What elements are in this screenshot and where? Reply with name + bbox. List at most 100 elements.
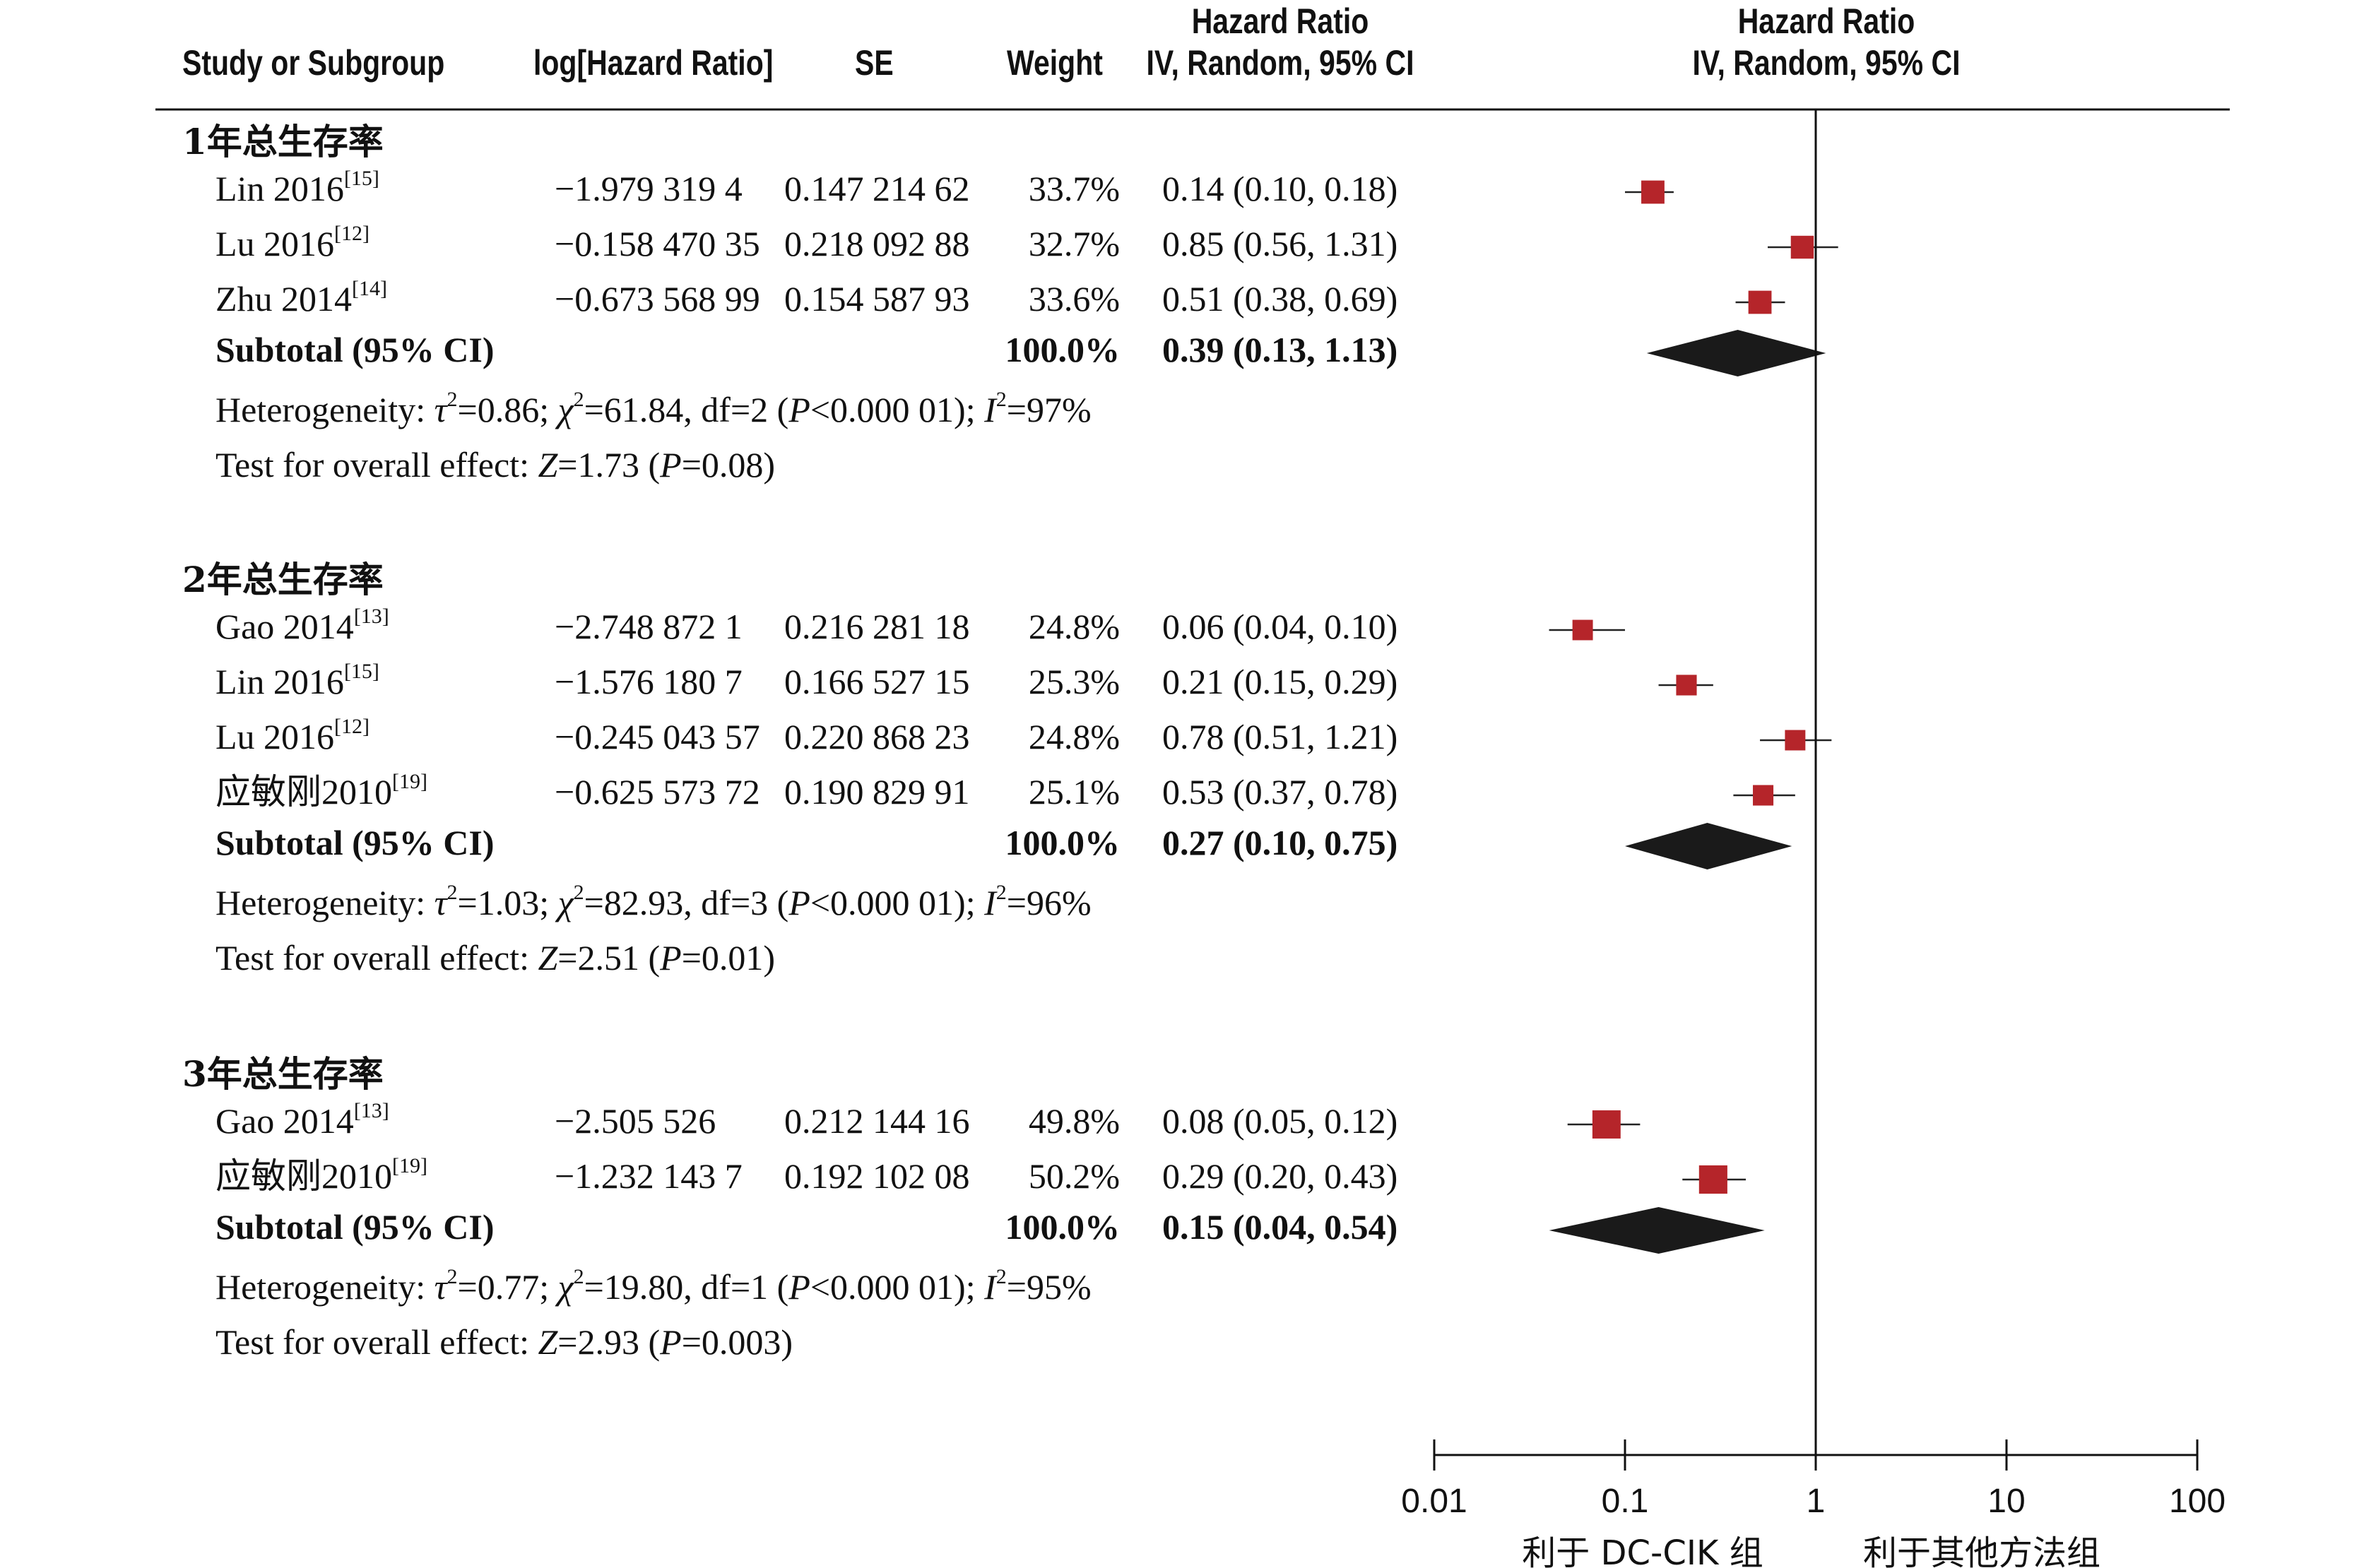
study-label: 应敏刚2010 [215,1156,392,1196]
study-point-marker [1592,1110,1621,1139]
i-sup: 2 [995,1265,1007,1288]
header-plot-line1: Hazard Ratio [1737,1,1915,41]
i2-value: =97% [1006,390,1092,429]
study-name: Lu 2016[12] [215,223,370,263]
het-prefix: Heterogeneity: [215,883,435,922]
tau-sup: 2 [447,388,458,411]
study-label: Gao 2014 [215,1101,354,1141]
log-hr-value: −1.232 143 7 [555,1156,743,1196]
hr-ci-value: 0.14 (0.10, 0.18) [1162,169,1398,208]
study-point-marker [1641,180,1665,204]
weight-value: 32.7% [1028,224,1120,263]
heterogeneity-text: Heterogeneity: τ2=0.86; χ2=61.84, df=2 (… [215,389,1092,429]
p-symbol: P [660,445,682,485]
tau2-value: =1.03; [457,883,558,922]
header-hr-line1: Hazard Ratio [1191,1,1369,41]
x-tick-label: 100 [2168,1483,2226,1520]
weight-value: 33.6% [1028,279,1120,319]
study-name: Lu 2016[12] [215,716,370,755]
chi-symbol: χ [557,1267,574,1307]
study-label: 应敏刚2010 [215,772,392,812]
p-symbol: P [788,883,810,922]
log-hr-value: −2.505 526 [555,1101,716,1141]
z-symbol: Z [538,1322,558,1362]
study-name: Lin 2016[15] [215,168,379,207]
study-ref: [15] [343,660,379,683]
tau-sup: 2 [447,881,458,904]
subtotal-ci: 0.39 (0.13, 1.13) [1162,330,1398,369]
x-tick-label: 0.01 [1401,1483,1467,1520]
favours-right-label: 利于其他方法组 [1862,1533,2101,1568]
study-point-marker [1785,730,1806,751]
study-label: Lu 2016 [215,224,335,263]
chi-symbol: χ [557,883,574,922]
study-label: Lin 2016 [215,662,344,701]
het-p-value: <0.000 01); [810,1267,985,1307]
header-study: Study or Subgroup [182,43,445,83]
se-value: 0.212 144 16 [784,1101,970,1141]
study-name: 应敏刚2010[19] [215,771,427,812]
log-hr-value: −0.673 568 99 [555,279,760,319]
weight-value: 24.8% [1028,607,1120,646]
subtotal-weight: 100.0% [1005,1207,1121,1247]
subtotal-label: Subtotal (95% CI) [215,1207,495,1247]
p-symbol: P [660,938,682,978]
log-hr-value: −1.576 180 7 [555,662,743,701]
se-value: 0.147 214 62 [784,169,970,208]
hr-ci-value: 0.53 (0.37, 0.78) [1162,772,1398,812]
chi2-value: =61.84, df=2 ( [584,390,789,429]
hr-ci-value: 0.06 (0.04, 0.10) [1162,607,1398,646]
study-point-marker [1698,1165,1727,1194]
tau-symbol: τ [434,390,447,429]
plot-marks [1433,109,2199,1471]
i-symbol: I [984,883,996,922]
study-ref: [15] [343,167,379,190]
x-tick-label: 0.1 [1601,1483,1649,1520]
subgroup-heading: 2年总生存率 [182,559,384,600]
het-p-value: <0.000 01); [810,390,985,429]
se-value: 0.220 868 23 [784,717,970,756]
study-name: Zhu 2014[14] [215,278,387,317]
tau-symbol: τ [434,883,447,922]
i-symbol: I [984,390,996,429]
log-hr-value: −0.158 470 35 [555,224,760,263]
p-symbol: P [788,1267,810,1307]
z-value: =2.93 ( [557,1322,661,1362]
hr-ci-value: 0.29 (0.20, 0.43) [1162,1156,1398,1196]
study-name: Lin 2016[15] [215,661,379,701]
study-label: Gao 2014 [215,607,354,646]
overall-prefix: Test for overall effect: [215,1322,538,1362]
subtotal-ci: 0.15 (0.04, 0.54) [1162,1207,1398,1247]
se-value: 0.190 829 91 [784,772,970,812]
tau-sup: 2 [447,1265,458,1288]
header-hr-line2: IV, Random, 95% CI [1146,43,1414,83]
p-symbol: P [660,1322,682,1362]
se-value: 0.192 102 08 [784,1156,970,1196]
log-hr-value: −0.625 573 72 [555,772,760,812]
study-ref: [12] [334,715,370,738]
subtotal-diamond [1646,330,1826,376]
overall-effect-text: Test for overall effect: Z=1.73 (P=0.08) [215,447,775,482]
subtotal-weight: 100.0% [1005,823,1121,862]
weight-value: 50.2% [1028,1156,1120,1196]
x-tick-label: 10 [1987,1483,2026,1520]
i-symbol: I [984,1267,996,1307]
header-weight: Weight [1007,43,1103,83]
subtotal-ci: 0.27 (0.10, 0.75) [1162,823,1398,862]
het-prefix: Heterogeneity: [215,390,435,429]
se-value: 0.216 281 18 [784,607,970,646]
study-point-marker [1753,785,1774,806]
study-ref: [19] [392,770,427,793]
chi-symbol: χ [557,390,574,429]
i2-value: =95% [1006,1267,1092,1307]
tau-symbol: τ [434,1267,447,1307]
heterogeneity-text: Heterogeneity: τ2=1.03; χ2=82.93, df=3 (… [215,882,1092,922]
x-tick-label: 1 [1806,1483,1826,1520]
z-symbol: Z [538,938,558,978]
het-prefix: Heterogeneity: [215,1267,435,1307]
i-sup: 2 [995,881,1007,904]
se-value: 0.154 587 93 [784,279,970,319]
log-hr-value: −0.245 043 57 [555,717,760,756]
chi2-value: =19.80, df=1 ( [584,1267,789,1307]
subtotal-weight: 100.0% [1005,330,1121,369]
